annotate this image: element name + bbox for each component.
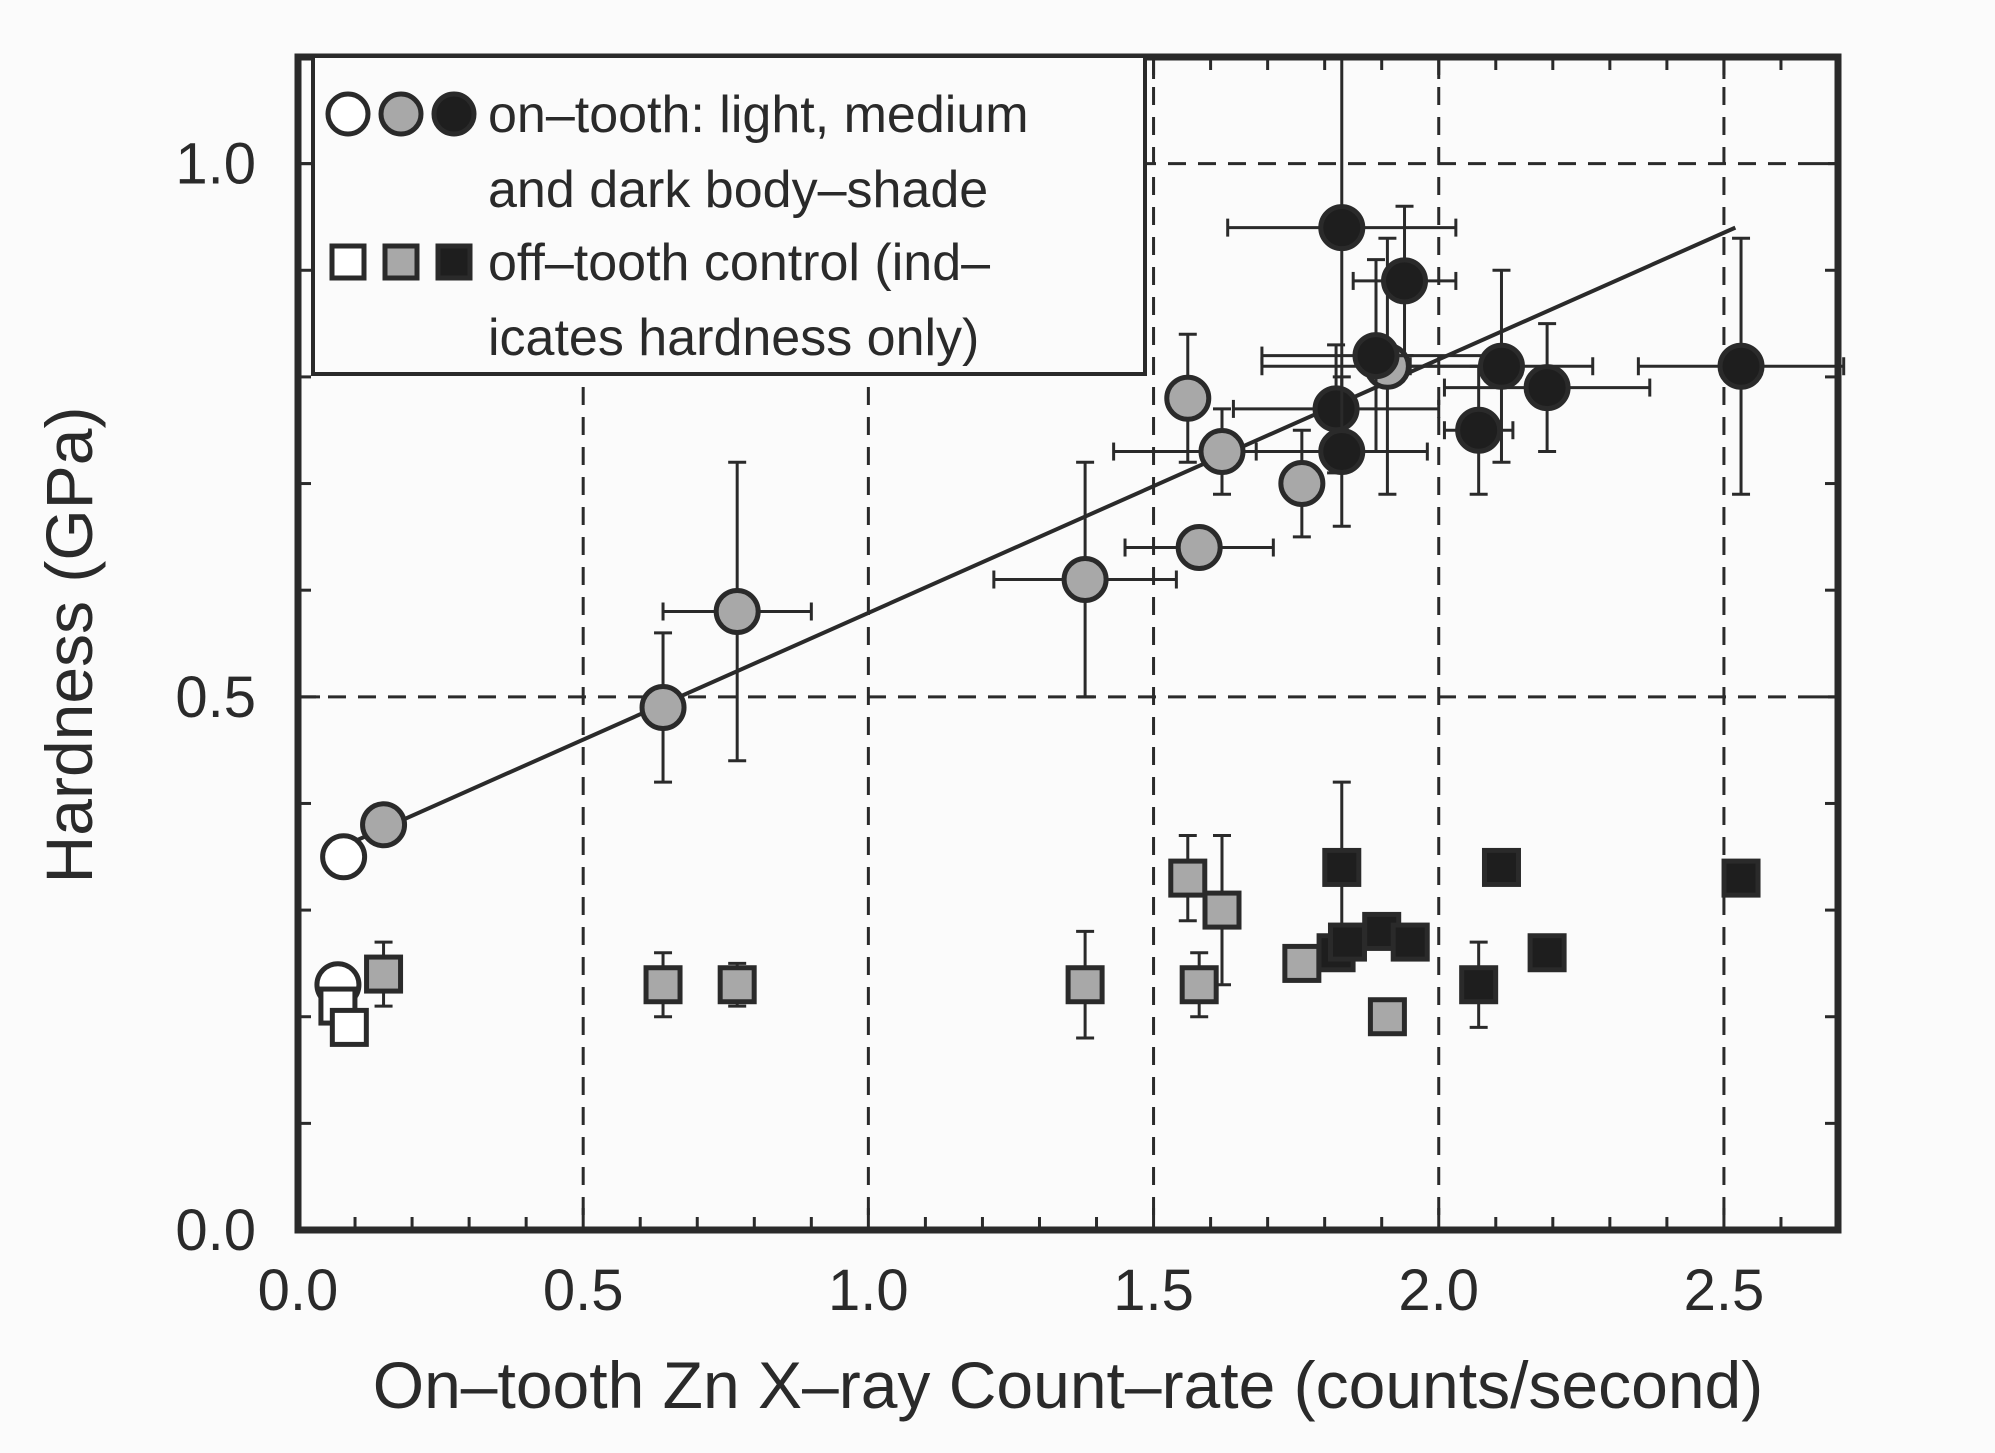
data-point-square-dark bbox=[1459, 940, 1499, 1029]
marker-square bbox=[1282, 943, 1322, 983]
data-point-circle-medium bbox=[992, 460, 1178, 699]
x-tick-label: 2.0 bbox=[1398, 1258, 1479, 1323]
data-point-circle-dark bbox=[1231, 343, 1441, 475]
data-point-square-dark bbox=[1390, 922, 1430, 962]
x-tick-label: 0.0 bbox=[258, 1258, 339, 1323]
marker-circle bbox=[1352, 332, 1400, 380]
data-point-square-medium bbox=[1168, 833, 1208, 923]
data-point-square-dark bbox=[1481, 847, 1521, 887]
marker-circle bbox=[713, 588, 761, 636]
fit-line-layer bbox=[342, 225, 1737, 848]
marker-circle bbox=[1318, 204, 1366, 252]
data-point-circle-dark bbox=[1636, 236, 1846, 496]
data-point-circle-medium bbox=[1123, 524, 1275, 572]
legend-label: and dark body–shade bbox=[488, 161, 988, 219]
marker-circle bbox=[1312, 385, 1360, 433]
data-point-square-medium bbox=[717, 961, 757, 1008]
x-tick-label: 1.5 bbox=[1113, 1258, 1194, 1323]
data-point-circle-medium bbox=[1278, 428, 1326, 539]
data-point-circle-medium bbox=[639, 631, 687, 784]
x-tick-label: 0.5 bbox=[543, 1258, 624, 1323]
data-points-layer bbox=[314, 55, 1846, 1047]
marker-square bbox=[329, 1007, 369, 1047]
data-point-circle-dark bbox=[1226, 55, 1458, 400]
y-tick-label: 0.5 bbox=[175, 665, 256, 730]
data-point-circle-dark bbox=[1442, 322, 1652, 454]
axis-labels-layer: 0.0 0.5 1.0 1.5 2.0 2.5 0.0 0.5 1.0 bbox=[175, 132, 1764, 1323]
marker-square bbox=[1390, 922, 1430, 962]
data-point-square-dark bbox=[1327, 922, 1367, 962]
marker-circle bbox=[1278, 460, 1326, 508]
marker-square bbox=[1527, 933, 1567, 973]
legend-label: off–tooth control (ind– bbox=[488, 234, 990, 292]
marker-circle bbox=[1717, 342, 1765, 390]
marker-square bbox=[1367, 997, 1407, 1037]
data-point-circle-dark bbox=[1254, 375, 1429, 528]
marker-circle bbox=[320, 833, 368, 881]
x-tick-label: 1.0 bbox=[828, 1258, 909, 1323]
legend-symbol-square-light bbox=[329, 243, 367, 281]
data-point-circle-medium bbox=[661, 460, 813, 763]
data-point-circle-dark bbox=[1442, 364, 1515, 496]
y-tick-label: 1.0 bbox=[175, 132, 256, 197]
marker-circle bbox=[1175, 524, 1223, 572]
marker-square bbox=[643, 965, 683, 1005]
marker-circle bbox=[1318, 428, 1366, 476]
data-point-circle-dark bbox=[1260, 258, 1492, 454]
marker-circle bbox=[1477, 342, 1525, 390]
data-point-square-medium bbox=[1065, 929, 1105, 1040]
marker-square bbox=[1481, 847, 1521, 887]
data-point-circle-light bbox=[320, 833, 368, 881]
legend-symbol-square-medium bbox=[382, 243, 420, 281]
legend: on–tooth: light, medium and dark body–sha… bbox=[311, 54, 1147, 376]
marker-square bbox=[1065, 965, 1105, 1005]
marker-circle bbox=[1198, 428, 1246, 476]
data-point-circle-medium bbox=[1112, 407, 1332, 496]
marker-circle bbox=[1455, 406, 1503, 454]
marker-square bbox=[717, 965, 757, 1005]
y-tick-label: 0.0 bbox=[175, 1198, 256, 1263]
data-point-square-medium bbox=[1179, 951, 1219, 1019]
data-point-square-light bbox=[329, 1007, 369, 1047]
marker-square bbox=[1322, 847, 1362, 887]
marker-square bbox=[1179, 965, 1219, 1005]
data-point-circle-medium bbox=[1164, 332, 1212, 464]
data-point-circle-medium bbox=[360, 801, 408, 849]
legend-symbol-circle-light bbox=[325, 91, 371, 137]
y-axis-title: Hardness (GPa) bbox=[32, 407, 106, 884]
marker-square bbox=[1721, 858, 1761, 898]
legend-symbol-circle-medium bbox=[378, 91, 424, 137]
data-point-square-medium bbox=[364, 940, 404, 1008]
marker-circle bbox=[360, 801, 408, 849]
x-axis-title: On–tooth Zn X–ray Count–rate (counts/sec… bbox=[373, 1348, 1763, 1422]
marker-square bbox=[1327, 922, 1367, 962]
marker-square bbox=[1168, 858, 1208, 898]
legend-label: icates hardness only) bbox=[488, 309, 979, 367]
marker-circle bbox=[1164, 374, 1212, 422]
legend-symbol-square-dark bbox=[435, 243, 473, 281]
marker-square bbox=[1202, 890, 1242, 930]
legend-label: on–tooth: light, medium bbox=[488, 86, 1029, 144]
legend-symbol-circle-dark bbox=[431, 91, 477, 137]
data-point-square-medium bbox=[1282, 943, 1322, 983]
marker-circle bbox=[639, 683, 687, 731]
data-point-square-dark bbox=[1527, 933, 1567, 973]
data-point-square-medium bbox=[1202, 833, 1242, 987]
x-tick-label: 2.5 bbox=[1684, 1258, 1765, 1323]
data-point-square-dark bbox=[1721, 858, 1761, 898]
fit-line bbox=[342, 225, 1737, 848]
data-point-square-medium bbox=[643, 951, 683, 1019]
data-point-square-medium bbox=[1367, 997, 1407, 1037]
marker-circle bbox=[1523, 364, 1571, 412]
marker-square bbox=[364, 954, 404, 994]
marker-square bbox=[1459, 965, 1499, 1005]
marker-circle bbox=[1061, 556, 1109, 604]
marker-circle bbox=[1381, 257, 1429, 305]
data-point-circle-dark bbox=[1351, 204, 1458, 358]
